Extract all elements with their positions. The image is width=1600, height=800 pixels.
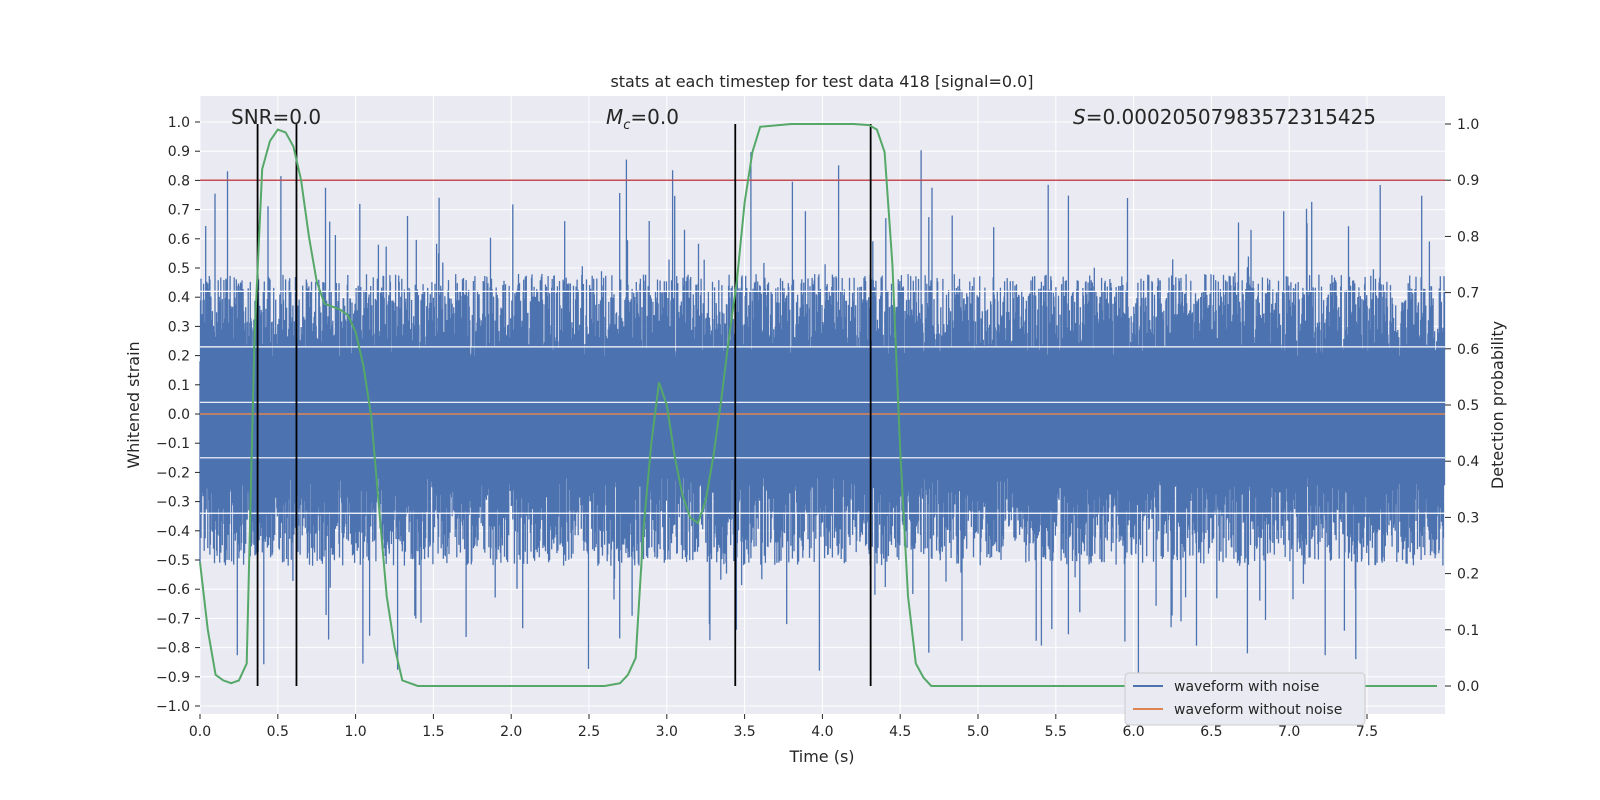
left-tick-labels: −1.0 −0.9 −0.8 −0.7 −0.6 −0.5 −0.4 −0.3 −0.2 −0.1… [156,115,200,715]
legend-label-noise: waveform with noise [1174,679,1319,695]
right-tick-label: 0.7 [1457,286,1479,302]
right-axis-label: Detection probability [1488,321,1507,489]
s-annotation: S=0.00020507983572315425 [1073,105,1376,129]
x-tick-label: 5.5 [1045,724,1067,740]
right-tick-label: 0.8 [1457,229,1479,245]
x-tick-label: 5.0 [967,724,989,740]
line-series [199,123,1445,687]
x-axis-label: Time (s) [788,747,854,766]
left-tick-label: −0.8 [156,641,190,657]
x-tick-label: 2.0 [500,724,522,740]
x-tick-label: 4.0 [811,724,833,740]
s-symbol: S [1073,105,1086,129]
right-tick-label: 0.9 [1457,173,1479,189]
left-tick-label: −0.5 [156,553,190,569]
x-tick-label: 7.0 [1278,724,1300,740]
left-tick-label: −0.9 [156,670,190,686]
left-tick-label: 0.3 [168,319,190,335]
left-tick-label: 0.9 [168,144,190,160]
right-tick-label: 0.6 [1457,342,1479,358]
snr-annotation: SNR=0.0 [231,105,321,129]
detection-probability-line [199,123,1437,687]
x-tick-label: 4.5 [889,724,911,740]
right-tick-label: 0.2 [1457,567,1479,583]
mc-value: =0.0 [630,105,679,129]
x-tick-label: 3.5 [733,724,755,740]
left-tick-label: −0.6 [156,582,190,598]
legend-box [1124,672,1366,726]
x-tick-label: 0.0 [189,724,211,740]
left-axis-label: Whitened strain [124,341,143,468]
right-tick-label: 0.1 [1457,623,1479,639]
left-tick-label: 0.2 [168,349,190,365]
right-tick-label: 1.0 [1457,117,1479,133]
x-tick-label: 0.5 [267,724,289,740]
x-tick-label: 1.0 [344,724,366,740]
x-tick-label: 7.5 [1356,724,1378,740]
x-tick-label: 2.5 [578,724,600,740]
noise-waveform-core [200,355,1445,479]
left-tick-label: 0.8 [168,173,190,189]
x-tick-label: 1.5 [422,724,444,740]
left-tick-label: 0.4 [168,290,190,306]
x-tick-label: 3.0 [656,724,678,740]
chart-title: stats at each timestep for test data 418… [610,72,1033,91]
right-tick-label: 0.0 [1457,679,1479,695]
left-tick-label: −0.7 [156,611,190,627]
left-tick-label: −1.0 [156,699,190,715]
mc-annotation: Mc=0.0 [606,105,679,133]
left-tick-label: 1.0 [168,115,190,131]
x-tick-label: 6.0 [1122,724,1144,740]
right-tick-label: 0.4 [1457,454,1479,470]
legend: waveform with noise waveform without noi… [1124,672,1366,726]
right-tick-label: 0.5 [1457,398,1479,414]
left-tick-label: 0.7 [168,203,190,219]
right-tick-labels: 0.0 0.1 0.2 0.3 0.4 0.5 0.6 0.7 0.8 0.9 1.0 [1445,117,1479,695]
left-tick-label: 0.5 [168,261,190,277]
x-tick-labels: 0.0 0.5 1.0 1.5 2.0 2.5 3.0 3.5 4.0 4.5 5.0 5.5 6.0 6… [189,714,1378,740]
legend-label-clean: waveform without noise [1174,702,1342,718]
left-tick-label: −0.2 [156,465,190,481]
left-tick-label: −0.4 [156,524,190,540]
left-tick-label: −0.1 [156,436,190,452]
left-tick-label: 0.0 [168,407,190,423]
left-tick-label: 0.1 [168,378,190,394]
mc-subscript: c [623,118,630,133]
mc-symbol: M [606,105,623,129]
left-tick-label: −0.3 [156,495,190,511]
s-value: =0.00020507983572315425 [1086,105,1376,129]
right-tick-label: 0.3 [1457,510,1479,526]
left-tick-label: 0.6 [168,232,190,248]
x-tick-label: 6.5 [1200,724,1222,740]
